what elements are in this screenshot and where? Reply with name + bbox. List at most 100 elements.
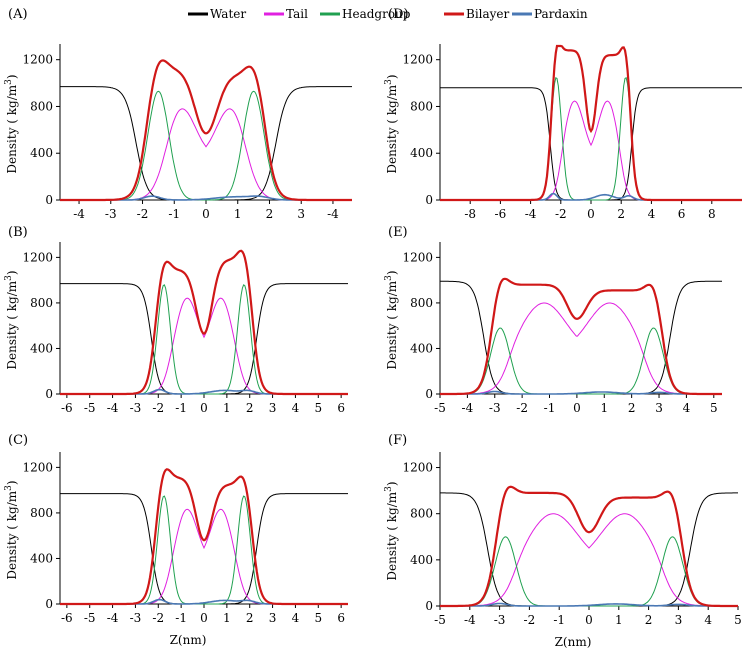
x-tick-label: -4 bbox=[73, 207, 85, 221]
series-water bbox=[60, 86, 352, 201]
series-bilayer bbox=[60, 468, 348, 606]
y-axis-label-sup: 3 bbox=[4, 275, 14, 281]
x-tick-label: -2 bbox=[137, 207, 149, 221]
x-tick-label: 1 bbox=[600, 401, 608, 415]
x-tick-label: -4 bbox=[327, 207, 339, 221]
series-bilayer bbox=[440, 277, 722, 396]
y-axis-label-close: ) bbox=[385, 481, 399, 486]
x-tick-label: -4 bbox=[464, 613, 476, 627]
series-headgroup bbox=[440, 327, 722, 395]
series-tail bbox=[60, 508, 348, 605]
y-tick-label: 0 bbox=[425, 387, 433, 401]
panel-label: (B) bbox=[8, 225, 28, 240]
legend-label: Pardaxin bbox=[534, 7, 588, 21]
y-axis-label: Density ( kg/m3) bbox=[4, 270, 19, 369]
legend-entry-tail: Tail bbox=[264, 7, 308, 21]
x-tick-label: -5 bbox=[84, 401, 96, 415]
x-tick-label: -1 bbox=[168, 207, 180, 221]
y-tick-label: 400 bbox=[410, 341, 433, 355]
x-tick-label: -4 bbox=[107, 611, 119, 625]
series-headgroup bbox=[440, 77, 742, 201]
x-tick-label: 2 bbox=[246, 611, 254, 625]
x-tick-label: -5 bbox=[434, 613, 446, 627]
y-tick-label: 1200 bbox=[402, 250, 433, 264]
y-tick-label: 400 bbox=[410, 146, 433, 160]
x-tick-label: 6 bbox=[337, 611, 345, 625]
x-tick-label: -6 bbox=[61, 401, 73, 415]
y-axis-label-close: ) bbox=[5, 270, 19, 275]
y-tick-label: 1200 bbox=[402, 53, 433, 67]
x-tick-label: 1 bbox=[234, 207, 242, 221]
series-bilayer bbox=[60, 59, 352, 202]
x-tick-label: 1 bbox=[223, 611, 231, 625]
x-tick-label: -2 bbox=[516, 401, 528, 415]
x-tick-label: -4 bbox=[525, 207, 537, 221]
x-tick-label: 0 bbox=[585, 613, 593, 627]
legend-entry-headgroup: Headgroup bbox=[320, 7, 411, 21]
series-tail bbox=[60, 297, 348, 395]
series-bilayer bbox=[60, 249, 348, 396]
panel-f: (F) 0 400 800 1200 -5 -4 -3 -2 -1 0 1 2 3 4 5 Density ( … bbox=[384, 433, 742, 649]
panel-label: (D) bbox=[388, 7, 409, 22]
x-tick-label: 5 bbox=[314, 401, 322, 415]
panel-label: (F) bbox=[388, 433, 407, 448]
x-tick-label: 2 bbox=[266, 207, 274, 221]
x-tick-label: 3 bbox=[655, 401, 663, 415]
series-tail bbox=[440, 100, 742, 201]
x-tick-label: 1 bbox=[223, 401, 231, 415]
x-tick-label: 3 bbox=[297, 207, 305, 221]
x-tick-label: 2 bbox=[246, 401, 254, 415]
series-water bbox=[60, 283, 348, 395]
y-tick-label: 0 bbox=[425, 599, 433, 613]
series-water bbox=[440, 492, 738, 607]
x-tick-label: -6 bbox=[61, 611, 73, 625]
x-tick-label: -5 bbox=[434, 401, 446, 415]
y-axis-label-text: Density ( kg/m bbox=[5, 280, 19, 369]
series-headgroup bbox=[60, 284, 348, 395]
x-tick-label: 0 bbox=[573, 401, 581, 415]
x-tick-label: 5 bbox=[734, 613, 742, 627]
panel-c: (C) 0 400 800 1200 -6 -5 -4 -3 -2 -1 0 1 2 3 4 5 6 Density… bbox=[4, 433, 348, 647]
series-headgroup bbox=[60, 90, 352, 201]
x-tick-label: -2 bbox=[555, 207, 567, 221]
y-axis-label-text: Density ( kg/m bbox=[385, 280, 399, 369]
y-axis-label: Density ( kg/m3) bbox=[384, 481, 399, 580]
y-tick-label: 400 bbox=[30, 551, 53, 565]
y-tick-label: 1200 bbox=[402, 461, 433, 475]
panel-label: (E) bbox=[388, 225, 408, 240]
legend-label: Headgroup bbox=[342, 7, 411, 21]
y-tick-label: 1200 bbox=[22, 250, 53, 264]
panel-label: (C) bbox=[8, 433, 28, 448]
x-tick-label: 5 bbox=[314, 611, 322, 625]
x-tick-label: 3 bbox=[269, 611, 277, 625]
x-tick-label: 0 bbox=[202, 207, 210, 221]
legend-label: Tail bbox=[286, 7, 308, 21]
x-tick-label: -3 bbox=[130, 401, 142, 415]
y-axis-label-close: ) bbox=[385, 74, 399, 79]
legend-entry-bilayer: Bilayer bbox=[444, 7, 510, 21]
x-tick-label: 4 bbox=[292, 611, 300, 625]
y-axis-label: Density ( kg/m3) bbox=[4, 480, 19, 579]
y-axis-label-sup: 3 bbox=[384, 275, 394, 281]
x-axis-label: Z(nm) bbox=[555, 635, 592, 649]
x-tick-label: -6 bbox=[495, 207, 507, 221]
x-tick-label: 4 bbox=[292, 401, 300, 415]
x-tick-label: -1 bbox=[175, 401, 187, 415]
x-tick-label: -4 bbox=[107, 401, 119, 415]
x-tick-label: -2 bbox=[152, 401, 164, 415]
x-axis-label: Z(nm) bbox=[170, 633, 207, 647]
y-axis-label-text: Density ( kg/m bbox=[385, 84, 399, 173]
x-tick-label: 6 bbox=[678, 207, 686, 221]
y-axis-label-close: ) bbox=[5, 480, 19, 485]
series-bilayer bbox=[440, 485, 738, 608]
y-tick-label: 400 bbox=[30, 146, 53, 160]
legend-label: Water bbox=[210, 7, 246, 21]
x-tick-label: -2 bbox=[524, 613, 536, 627]
y-tick-label: 800 bbox=[410, 507, 433, 521]
x-tick-label: 1 bbox=[615, 613, 623, 627]
x-tick-label: 0 bbox=[200, 611, 208, 625]
y-axis-label: Density ( kg/m3) bbox=[384, 270, 399, 369]
x-tick-label: -5 bbox=[84, 611, 96, 625]
y-axis-label-close: ) bbox=[5, 74, 19, 79]
